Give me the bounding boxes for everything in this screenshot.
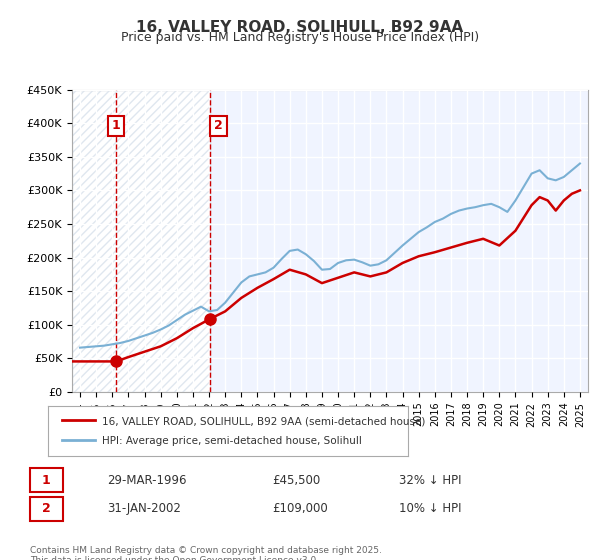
FancyBboxPatch shape: [29, 468, 62, 492]
Bar: [72, 90, 211, 392]
Text: HPI: Average price, semi-detached house, Solihull: HPI: Average price, semi-detached house,…: [102, 436, 362, 446]
Text: 2: 2: [214, 119, 223, 132]
Text: 1: 1: [112, 119, 121, 132]
Text: Contains HM Land Registry data © Crown copyright and database right 2025.
This d: Contains HM Land Registry data © Crown c…: [30, 546, 382, 560]
Text: Price paid vs. HM Land Registry's House Price Index (HPI): Price paid vs. HM Land Registry's House …: [121, 31, 479, 44]
Bar: [72, 90, 211, 392]
Text: 29-MAR-1996: 29-MAR-1996: [107, 474, 187, 487]
Text: £109,000: £109,000: [272, 502, 328, 515]
Text: 32% ↓ HPI: 32% ↓ HPI: [400, 474, 462, 487]
Text: 10% ↓ HPI: 10% ↓ HPI: [400, 502, 462, 515]
Text: 2: 2: [42, 502, 50, 515]
Text: 31-JAN-2002: 31-JAN-2002: [107, 502, 181, 515]
Text: 16, VALLEY ROAD, SOLIHULL, B92 9AA (semi-detached house): 16, VALLEY ROAD, SOLIHULL, B92 9AA (semi…: [102, 416, 425, 426]
Text: 16, VALLEY ROAD, SOLIHULL, B92 9AA: 16, VALLEY ROAD, SOLIHULL, B92 9AA: [136, 20, 464, 35]
Text: £45,500: £45,500: [272, 474, 320, 487]
FancyBboxPatch shape: [29, 497, 62, 521]
Text: 1: 1: [42, 474, 50, 487]
